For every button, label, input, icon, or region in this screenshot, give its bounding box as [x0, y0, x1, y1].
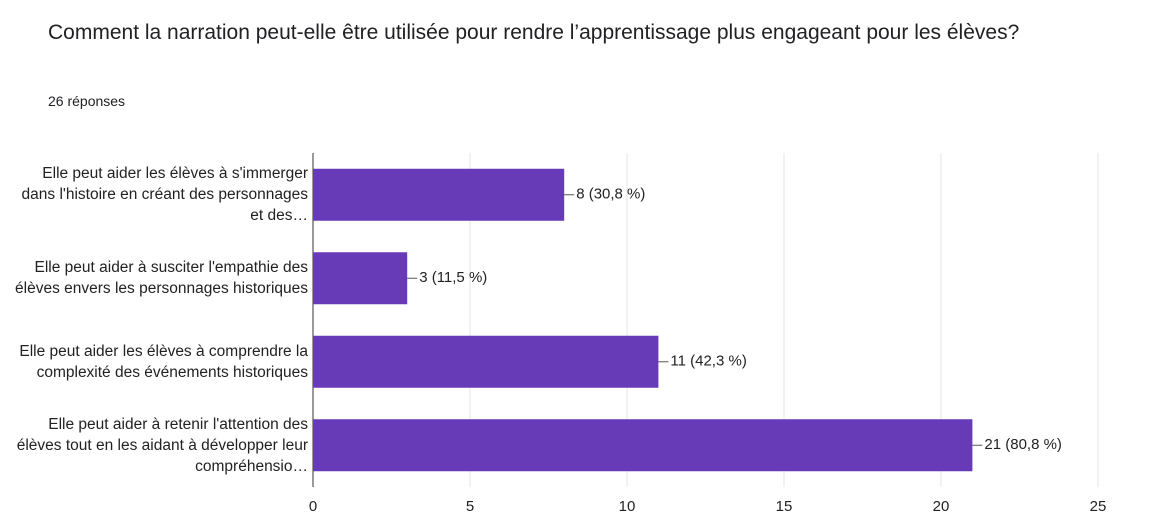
- bar: [313, 335, 659, 388]
- x-tick-label: 15: [776, 498, 793, 515]
- value-label: 8 (30,8 %): [576, 186, 645, 203]
- category-label: Elle peut aider à retenir l'attention de…: [16, 415, 308, 475]
- value-label: 11 (42,3 %): [670, 353, 746, 370]
- x-tick-label: 20: [933, 498, 950, 515]
- x-tick-label: 0: [309, 498, 317, 515]
- category-label: Elle peut aider les élèves à s'immerger …: [21, 165, 308, 225]
- category-label: Elle peut aider à susciter l'empathie de…: [15, 259, 308, 298]
- value-label: 3 (11,5 %): [419, 269, 487, 286]
- chart-title: Comment la narration peut-elle être util…: [48, 21, 1020, 44]
- bar: [313, 168, 565, 221]
- x-tick-label: 5: [466, 498, 474, 515]
- value-label: 21 (80,8 %): [984, 436, 1062, 453]
- category-label: Elle peut aider les élèves à comprendre …: [19, 342, 308, 381]
- chart-subtitle: 26 réponses: [48, 93, 126, 109]
- x-tick-label: 25: [1090, 498, 1107, 515]
- bar: [313, 252, 408, 305]
- x-tick-label: 10: [619, 498, 636, 515]
- bar: [313, 419, 973, 472]
